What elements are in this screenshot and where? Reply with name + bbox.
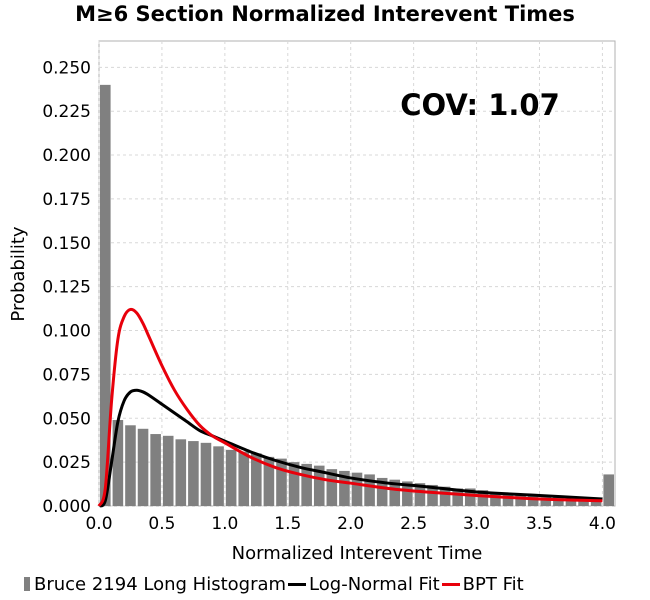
histogram-bar — [389, 479, 401, 506]
bpt-fit-line — [97, 307, 603, 507]
lognormal-fit-line — [98, 388, 603, 508]
histogram-bar — [162, 435, 174, 506]
legend-item-bpt: BPT Fit — [440, 574, 524, 595]
histogram-bar — [414, 483, 426, 506]
histogram-bar — [276, 458, 287, 506]
histogram-bar — [339, 470, 350, 506]
histogram-bar — [188, 441, 199, 506]
histogram-bar — [251, 453, 262, 506]
histogram-bar — [213, 446, 224, 506]
y-tick-label: 0.075 — [42, 365, 91, 385]
x-tick-label: 2.5 — [400, 514, 427, 534]
x-tick-label: 0.0 — [85, 514, 112, 534]
histogram-bar — [402, 481, 413, 506]
y-tick-label: 0.125 — [42, 278, 91, 298]
histogram-bar — [112, 420, 124, 506]
x-tick-label: 2.0 — [337, 514, 364, 534]
histogram-bars — [100, 84, 614, 507]
histogram-bar — [603, 474, 614, 506]
histogram-bar — [439, 486, 451, 506]
y-tick-label: 0.025 — [42, 453, 91, 473]
histogram-bar — [100, 84, 111, 507]
cov-annotation: COV: 1.07 — [400, 88, 560, 122]
histogram-bar — [225, 449, 237, 506]
histogram-bar — [263, 456, 275, 506]
x-tick-label: 1.5 — [274, 514, 301, 534]
x-axis-label: Normalized Interevent Time — [232, 543, 483, 564]
histogram-bar — [326, 469, 338, 506]
x-tick-label: 3.5 — [526, 514, 553, 534]
legend-swatch-histogram — [24, 577, 30, 591]
x-tick-label: 4.0 — [589, 514, 616, 534]
chart-canvas: 0.0 0.5 1.0 1.5 2.0 2.5 3.0 3.5 4.0 0.0000.0250.… — [8, 40, 616, 564]
y-tick-labels: 0.000 0.025 0.050 0.075 0.100 0.125 0.150 0.175… — [42, 58, 91, 517]
x-tick-labels: 0.0 0.5 1.0 1.5 2.0 2.5 3.0 3.5 4.0 — [85, 514, 615, 534]
y-tick-label: 0.000 — [42, 497, 91, 517]
legend-swatch-lognormal — [288, 582, 307, 586]
histogram-bar — [351, 472, 363, 506]
histogram-bar — [125, 425, 136, 506]
histogram-bar — [364, 474, 375, 506]
chart-title: M≥6 Section Normalized Interevent Times — [75, 2, 575, 26]
histogram-bar — [540, 497, 552, 506]
histogram-bar — [313, 465, 325, 506]
legend-swatch-bpt — [441, 582, 460, 586]
y-tick-label: 0.175 — [42, 190, 91, 210]
legend-label-lognormal: Log-Normal Fit — [309, 573, 440, 595]
x-tick-label: 1.0 — [211, 514, 238, 534]
legend-label-histogram: Bruce 2194 Long Histogram — [34, 573, 287, 595]
histogram-bar — [527, 495, 539, 506]
y-axis-label: Probability — [8, 226, 29, 321]
histogram-bar — [590, 498, 602, 506]
legend-label-bpt: BPT Fit — [462, 573, 524, 595]
histogram-bar — [464, 488, 476, 506]
histogram-bar — [137, 428, 149, 506]
histogram-bar — [301, 463, 312, 506]
fit-lines — [97, 307, 603, 508]
y-tick-label: 0.150 — [42, 234, 91, 254]
histogram-bar — [565, 498, 577, 506]
grid-lines — [98, 41, 615, 507]
legend-item-histogram: Bruce 2194 Long Histogram — [0, 574, 286, 595]
histogram-bar — [238, 451, 250, 506]
histogram-bar — [452, 488, 463, 506]
histogram-bar — [376, 477, 388, 506]
histogram-bar — [477, 490, 489, 506]
histogram-bar — [427, 484, 438, 506]
histogram-bar — [578, 498, 589, 506]
y-tick-label: 0.225 — [42, 102, 91, 122]
plot-area — [98, 40, 616, 507]
y-tick-label: 0.050 — [42, 409, 91, 429]
histogram-bar — [515, 493, 526, 506]
x-tick-label: 3.0 — [463, 514, 490, 534]
y-tick-label: 0.200 — [42, 146, 91, 166]
histogram-bar — [175, 439, 187, 506]
legend-item-lognormal: Log-Normal Fit — [286, 574, 440, 595]
x-tick-label: 0.5 — [148, 514, 175, 534]
histogram-bar — [553, 497, 564, 506]
histogram-bar — [288, 462, 300, 506]
legend: Bruce 2194 Long Histogram Log-Normal Fit… — [0, 570, 650, 598]
histogram-bar — [502, 493, 514, 506]
histogram-bar — [490, 491, 501, 506]
histogram-bar — [200, 442, 212, 506]
y-tick-label: 0.250 — [42, 58, 91, 78]
histogram-bar — [150, 434, 161, 506]
y-tick-label: 0.100 — [42, 322, 91, 342]
